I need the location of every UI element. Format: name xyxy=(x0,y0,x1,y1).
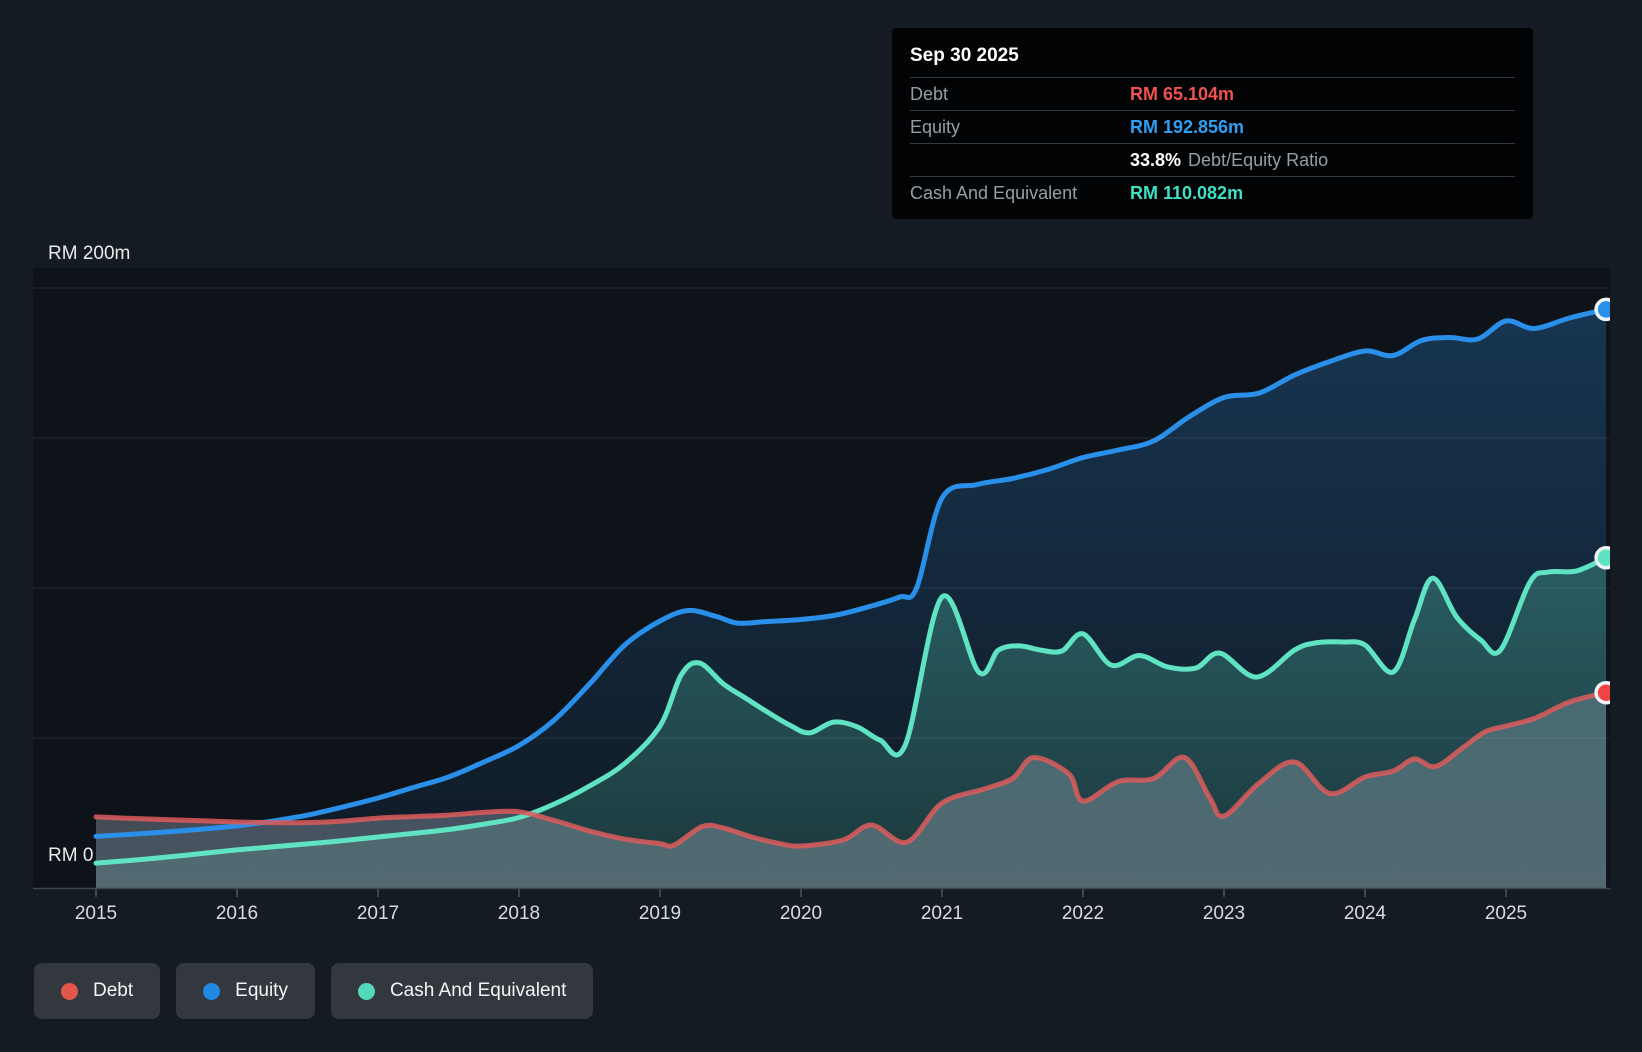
legend-item-debt[interactable]: Debt xyxy=(34,963,161,1019)
x-axis-label-2018: 2018 xyxy=(498,903,540,924)
tooltip-equity-label: Equity xyxy=(910,116,961,137)
legend-cash-label: Cash And Equivalent xyxy=(389,980,567,1001)
chart-tooltip: Sep 30 2025 Debt RM 65.104m Equity RM 19… xyxy=(892,28,1533,219)
y-axis-max-label: RM 200m xyxy=(48,243,130,264)
tooltip-ratio: 33.8% Debt/Equity Ratio xyxy=(1130,150,1328,171)
legend-item-cash[interactable]: Cash And Equivalent xyxy=(330,963,594,1019)
equity-dot-icon xyxy=(203,982,221,1000)
legend-equity-label: Equity xyxy=(235,980,288,1001)
tooltip-ratio-label: Debt/Equity Ratio xyxy=(1188,149,1329,170)
x-axis-label-2016: 2016 xyxy=(216,903,258,924)
tooltip-cash-value: RM 110.082m xyxy=(1130,182,1244,203)
x-axis-label-2015: 2015 xyxy=(75,903,117,924)
debt-dot-icon xyxy=(61,982,78,1000)
equity-endpoint[interactable] xyxy=(1594,297,1616,322)
tooltip-date: Sep 30 2025 xyxy=(910,41,1515,78)
debt-area xyxy=(96,692,1607,888)
chart-legend: Debt Equity Cash And Equivalent xyxy=(34,963,594,1019)
tooltip-debt-label: Debt xyxy=(910,83,949,104)
cash-endpoint[interactable] xyxy=(1594,546,1616,570)
cash-area xyxy=(96,557,1607,888)
debt-endpoint[interactable] xyxy=(1594,680,1616,705)
x-axis-label-2023: 2023 xyxy=(1203,903,1245,924)
tooltip-ratio-value: 33.8% xyxy=(1130,149,1182,170)
cash-line[interactable] xyxy=(93,555,1609,866)
x-axis-label-2021: 2021 xyxy=(921,903,963,924)
tooltip-cash-label: Cash And Equivalent xyxy=(910,182,1078,203)
tooltip-equity-value: RM 192.856m xyxy=(1130,116,1245,137)
x-axis-label-2019: 2019 xyxy=(639,903,681,924)
legend-item-equity[interactable]: Equity xyxy=(176,963,315,1019)
x-axis-label-2022: 2022 xyxy=(1062,903,1104,924)
cash-dot-icon xyxy=(357,982,375,1000)
x-axis-label-2020: 2020 xyxy=(780,903,822,924)
tooltip-debt-value: RM 65.104m xyxy=(1130,83,1235,104)
debt-line[interactable] xyxy=(93,690,1609,849)
x-axis-label-2017: 2017 xyxy=(357,903,399,924)
x-axis-label-2025: 2025 xyxy=(1485,903,1527,924)
x-axis-label-2024: 2024 xyxy=(1344,903,1387,924)
y-axis-zero-label: RM 0 xyxy=(48,845,93,866)
equity-line[interactable] xyxy=(93,306,1609,839)
legend-debt-label: Debt xyxy=(93,980,134,1001)
